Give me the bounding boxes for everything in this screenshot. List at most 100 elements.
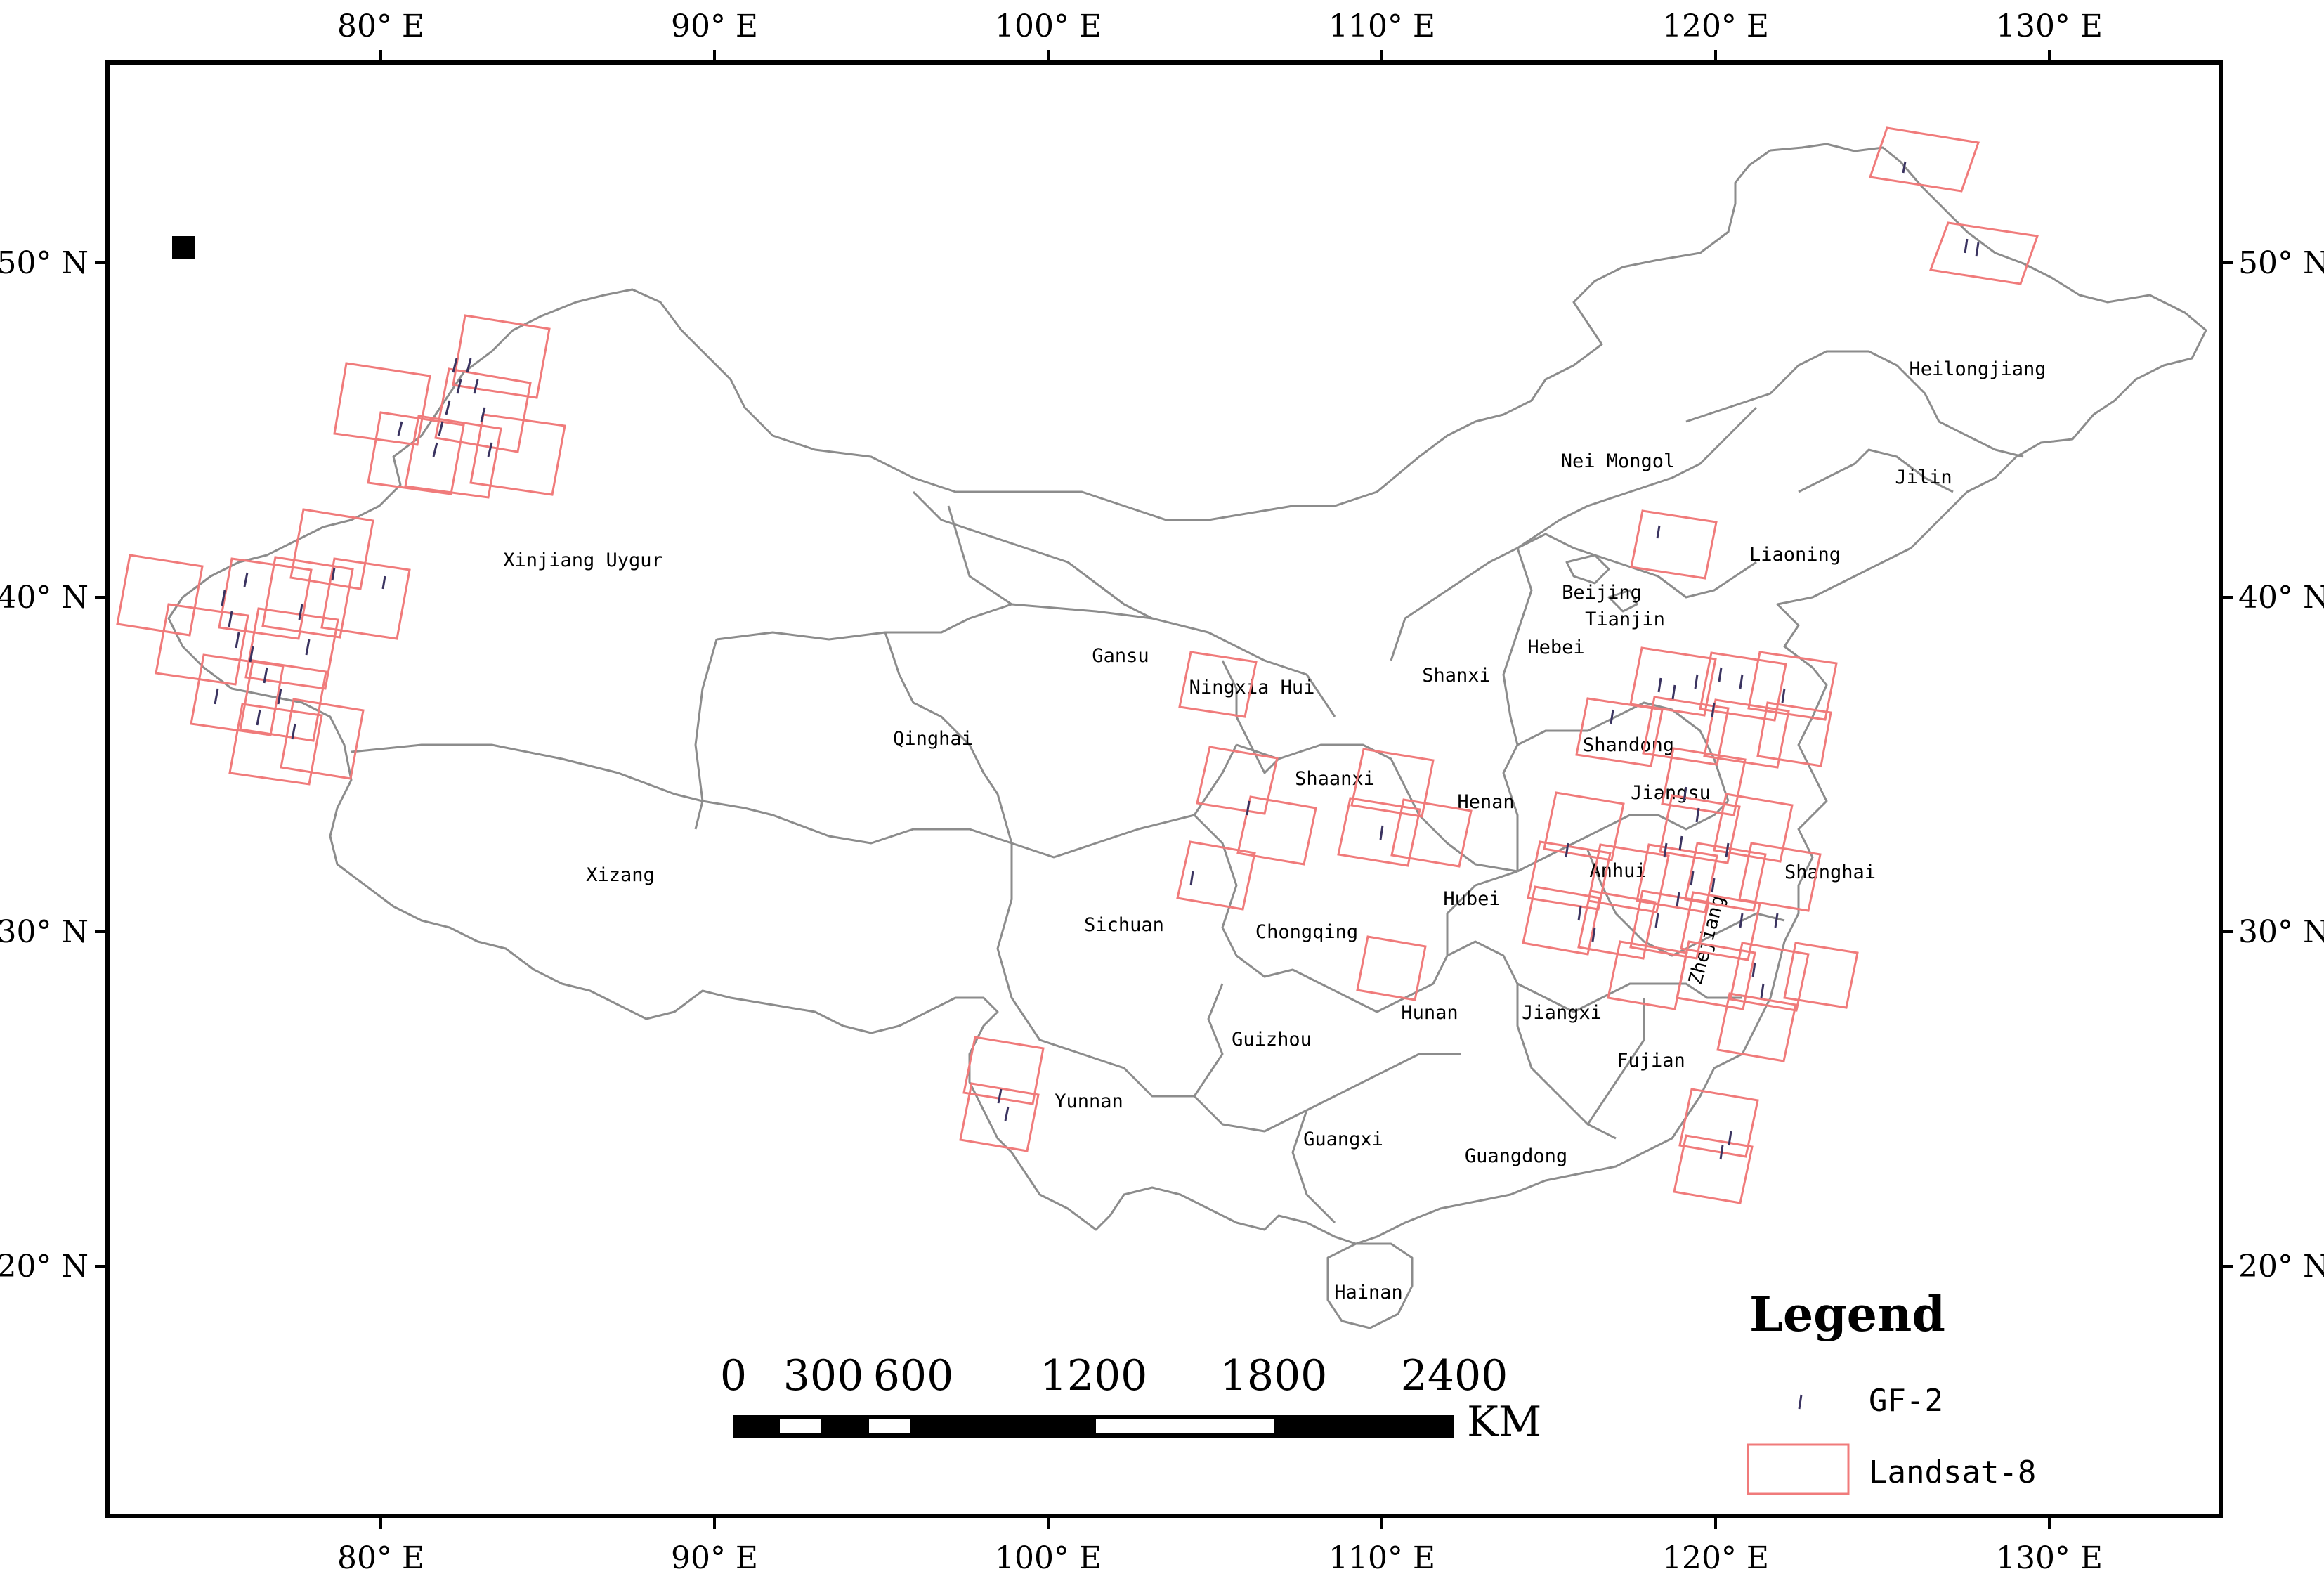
landsat8-footprint [1577, 890, 1657, 960]
landsat8-footprint [1716, 992, 1797, 1062]
landsat8-footprint [155, 603, 249, 686]
landsat8-footprint [244, 607, 339, 690]
landsat8-footprint [1390, 798, 1473, 868]
province-label: Chongqing [1255, 921, 1358, 943]
lon-label: 130° E [1996, 8, 2103, 44]
lon-label: 100° E [995, 1540, 1102, 1576]
landsat8-footprint [1642, 696, 1730, 766]
latitude-labels-right: 50° N 40° N 30° N 20° N [2238, 245, 2324, 1284]
lat-label: 20° N [2238, 1249, 2324, 1284]
landsat8-footprint [1543, 791, 1625, 861]
landsat8-footprint [1522, 885, 1601, 956]
scale-bar-white-segment [869, 1419, 910, 1433]
province-label: Guangdong [1465, 1145, 1567, 1167]
landsat8-footprint [1575, 697, 1664, 767]
gf2-strips [214, 161, 1980, 1160]
lon-label: 90° E [671, 8, 758, 44]
landsat8-footprint [1236, 795, 1317, 866]
latitude-labels-left: 50° N 40° N 30° N 20° N [0, 245, 89, 1284]
landsat8-footprint [218, 557, 313, 640]
landsat8-footprint [1356, 935, 1427, 1001]
gf2-strip-group [1565, 667, 1786, 998]
landsat8-footprint [1350, 748, 1435, 818]
landsat8-footprint [1636, 843, 1718, 913]
lon-label: 80° E [337, 1540, 424, 1576]
province-label: Jilin [1895, 467, 1952, 488]
landsat8-footprint [1659, 794, 1741, 864]
province-label: Shanghai [1784, 861, 1876, 883]
scale-tick-label: 300 [783, 1351, 864, 1400]
landsat8-footprint [333, 362, 431, 446]
landsat8-footprint [1337, 797, 1421, 867]
scale-bar: 0 300 600 1200 1800 2400 KM [720, 1351, 1541, 1447]
landsat8-footprint [469, 413, 566, 496]
landsat8-footprint [1678, 1088, 1759, 1158]
landsat8-footprint [962, 1036, 1045, 1105]
scale-bar-outline [733, 1415, 1454, 1438]
province-labels: Heilongjiang Jilin Liaoning Nei Mongol B… [503, 358, 2046, 1303]
province-label: Hebei [1527, 637, 1584, 658]
province-label: Tianjin [1585, 609, 1665, 630]
legend-label-landsat8: Landsat-8 [1869, 1455, 2036, 1490]
province-label: Hunan [1401, 1002, 1458, 1024]
province-label: Anhui [1589, 860, 1646, 882]
gf2-strip-group [997, 161, 1980, 1160]
province-label: Xizang [586, 864, 655, 886]
landsat8-footprint [280, 698, 365, 780]
gf2-strip-group [397, 358, 493, 457]
lon-label: 120° E [1662, 1540, 1769, 1576]
province-label: Jiangxi [1522, 1002, 1602, 1024]
scale-tick-label: 1800 [1220, 1351, 1328, 1400]
lon-label: 80° E [337, 8, 424, 44]
black-square-icon [172, 236, 195, 259]
landsat8-footprint [1783, 942, 1859, 1009]
province-label: Hubei [1443, 888, 1500, 910]
landsat8-footprint [1738, 842, 1822, 912]
lat-label: 20° N [0, 1249, 89, 1284]
landsat8-footprint [452, 314, 551, 399]
lon-label: 90° E [671, 1540, 758, 1576]
landsat8-footprint [1630, 509, 1718, 580]
legend: Legend GF-2 Landsat-8 [1747, 1287, 2036, 1495]
landsat8-footprint [1684, 842, 1767, 912]
longitude-labels-top: 80° E 90° E 100° E 110° E 120° E 130° E [337, 8, 2103, 44]
scale-bar-white-segment [780, 1419, 821, 1433]
lat-label: 50° N [0, 245, 89, 281]
landsat8-footprint [1747, 651, 1838, 721]
longitude-labels-bottom: 80° E 90° E 100° E 110° E 120° E 130° E [337, 1540, 2103, 1576]
province-label: Gansu [1092, 645, 1149, 667]
lat-label: 30° N [0, 914, 89, 950]
scale-tick-label: 2400 [1401, 1351, 1508, 1400]
province-label: Shaanxi [1295, 768, 1375, 790]
province-label: Hainan [1334, 1282, 1403, 1303]
landsat8-legend-icon [1747, 1443, 1850, 1495]
lon-label: 130° E [1996, 1540, 2103, 1576]
scale-bar-white-segment [1096, 1419, 1274, 1433]
lon-label: 100° E [995, 8, 1102, 44]
landsat8-footprint [1703, 698, 1790, 769]
landsat8-footprint [1196, 746, 1279, 815]
scale-tick-label: 1200 [1040, 1351, 1148, 1400]
scale-unit: KM [1467, 1398, 1541, 1447]
landsat8-footprint [404, 415, 502, 499]
landsat8-footprint [1699, 651, 1787, 722]
landsat8-footprint [1729, 942, 1810, 1012]
province-label: Nei Mongol [1561, 450, 1676, 472]
province-label: Guangxi [1303, 1128, 1383, 1150]
landsat8-footprint [367, 411, 465, 495]
frame-ticks [95, 50, 2233, 1529]
province-label: Shanxi [1422, 665, 1491, 687]
landsat8-footprint [959, 1082, 1040, 1152]
gf2-legend-icon [1798, 1394, 1803, 1410]
landsat8-footprints [116, 126, 2039, 1204]
landsat8-footprint [1756, 701, 1832, 767]
lon-label: 110° E [1329, 1540, 1435, 1576]
landsat8-footprint [239, 659, 327, 742]
landsat8-footprint [1629, 646, 1717, 717]
province-label: Beijing [1562, 582, 1642, 604]
province-label: Guizhou [1232, 1029, 1312, 1050]
lon-label: 110° E [1329, 8, 1435, 44]
landsat8-footprint [1676, 940, 1756, 1010]
landsat8-footprint [261, 556, 354, 639]
